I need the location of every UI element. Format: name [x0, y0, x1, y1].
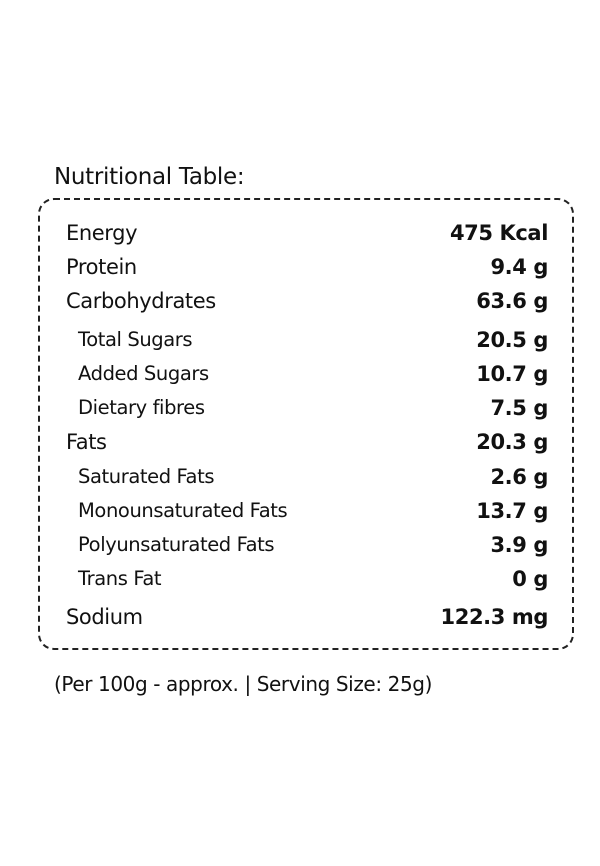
- nutrient-row-carbohydrates: Carbohydrates 63.6 g: [66, 286, 548, 316]
- nutrient-value: 3.9 g: [490, 533, 548, 557]
- nutrient-row-total-sugars: Total Sugars 20.5 g: [66, 325, 548, 355]
- nutrient-label: Monounsaturated Fats: [78, 499, 288, 522]
- serving-footnote: (Per 100g - approx. | Serving Size: 25g): [54, 672, 432, 696]
- nutrient-value: 63.6 g: [476, 289, 548, 313]
- nutrient-label: Fats: [66, 430, 107, 454]
- nutrient-label: Energy: [66, 221, 138, 245]
- nutrient-label: Added Sugars: [78, 362, 209, 385]
- nutrient-row-trans-fat: Trans Fat 0 g: [66, 564, 548, 594]
- nutrient-row-fats: Fats 20.3 g: [66, 427, 548, 457]
- nutrient-row-added-sugars: Added Sugars 10.7 g: [66, 359, 548, 389]
- nutrient-value: 475 Kcal: [449, 221, 548, 245]
- nutrient-row-sodium: Sodium 122.3 mg: [66, 602, 548, 632]
- nutrient-value: 20.3 g: [476, 430, 548, 454]
- nutrient-row-energy: Energy 475 Kcal: [66, 218, 548, 248]
- nutrient-label: Carbohydrates: [66, 289, 216, 313]
- nutrient-value: 20.5 g: [476, 328, 548, 352]
- table-title: Nutritional Table:: [54, 164, 245, 190]
- nutrient-value: 9.4 g: [490, 255, 548, 279]
- nutrient-value: 13.7 g: [476, 499, 548, 523]
- nutrient-label: Saturated Fats: [78, 465, 215, 488]
- nutrient-label: Protein: [66, 255, 137, 279]
- nutrition-panel: [38, 198, 574, 650]
- nutrient-value: 10.7 g: [476, 362, 548, 386]
- nutrient-label: Polyunsaturated Fats: [78, 533, 275, 556]
- nutrient-row-saturated-fats: Saturated Fats 2.6 g: [66, 462, 548, 492]
- nutrient-value: 122.3 mg: [440, 605, 549, 629]
- nutrient-row-protein: Protein 9.4 g: [66, 252, 548, 282]
- nutrient-row-dietary-fibres: Dietary fibres 7.5 g: [66, 393, 548, 423]
- nutrient-value: 7.5 g: [490, 396, 548, 420]
- nutrient-label: Dietary fibres: [78, 396, 205, 419]
- nutrient-row-polyunsaturated-fats: Polyunsaturated Fats 3.9 g: [66, 530, 548, 560]
- nutrient-label: Sodium: [66, 605, 143, 629]
- nutrient-row-monounsaturated-fats: Monounsaturated Fats 13.7 g: [66, 496, 548, 526]
- nutrient-value: 2.6 g: [490, 465, 548, 489]
- nutrient-label: Trans Fat: [78, 567, 162, 590]
- nutrient-label: Total Sugars: [78, 328, 193, 351]
- nutrient-value: 0 g: [512, 567, 548, 591]
